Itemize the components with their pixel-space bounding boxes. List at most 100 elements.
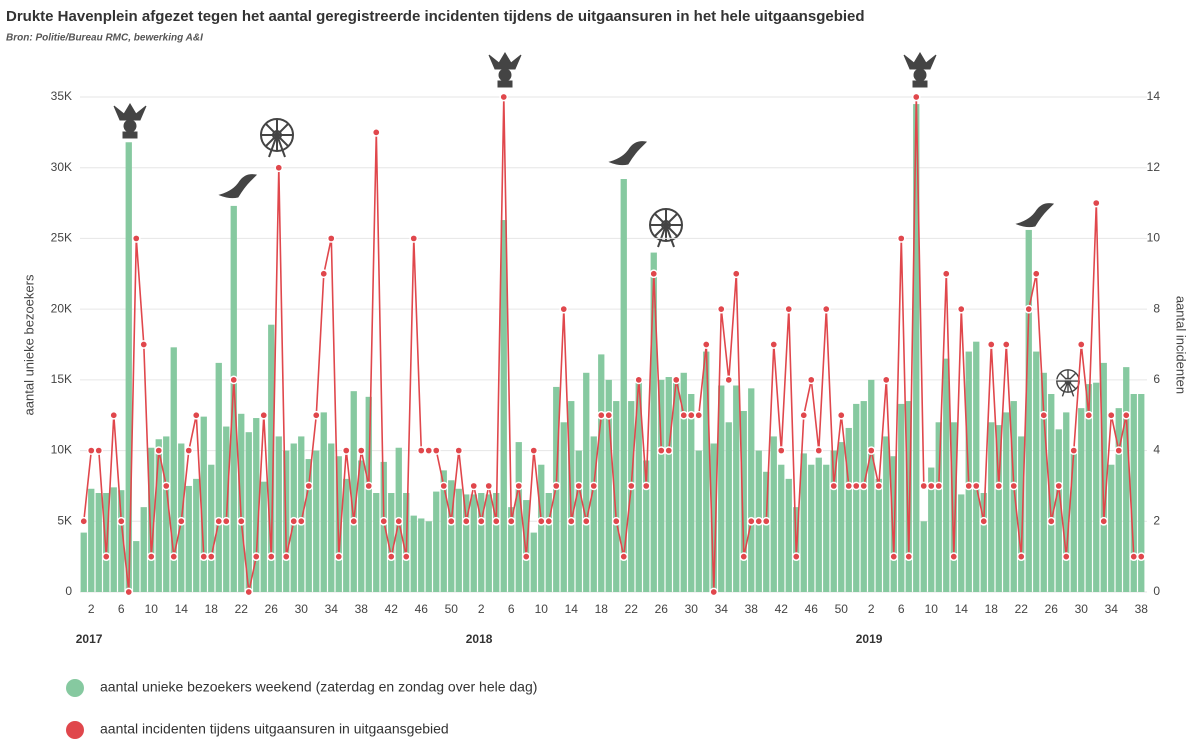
incident-dot	[79, 516, 89, 526]
bar	[830, 450, 837, 592]
x-tick-label: 34	[325, 602, 339, 616]
incident-dot	[364, 481, 374, 491]
jester-icon	[903, 52, 937, 88]
incident-dot	[776, 446, 786, 455]
incident-dot	[1031, 269, 1041, 279]
incident-dot	[821, 304, 831, 314]
incident-dot	[994, 481, 1004, 491]
bar	[688, 394, 695, 592]
incident-dot	[926, 481, 936, 491]
incident-dot	[559, 304, 569, 314]
y2-axis-label: aantal incidenten	[1174, 296, 1189, 394]
bar	[1070, 450, 1077, 592]
x-tick-label: 14	[565, 602, 579, 616]
bar	[583, 372, 590, 592]
bar	[778, 464, 785, 592]
x-tick-label: 42	[385, 602, 399, 616]
incident-dot	[986, 340, 996, 349]
incident-dot	[656, 446, 666, 455]
x-tick-label: 38	[745, 602, 759, 616]
incident-dot	[1076, 340, 1086, 349]
dragon-icon	[608, 141, 648, 166]
incident-dot	[206, 552, 216, 561]
bar	[1040, 372, 1047, 592]
x-tick-label: 46	[415, 602, 429, 616]
incident-dot	[484, 481, 494, 491]
x-tick-label: 50	[835, 602, 849, 616]
bar	[853, 403, 860, 592]
incident-dot	[409, 234, 419, 243]
incident-dot	[289, 516, 299, 526]
incident-dot	[874, 481, 884, 491]
incident-dot	[259, 410, 269, 420]
x-tick-label: 46	[805, 602, 819, 616]
incident-dot	[304, 481, 314, 491]
bar	[718, 385, 725, 592]
incident-dot	[1046, 516, 1056, 526]
incident-dot	[941, 269, 951, 279]
bar	[463, 494, 470, 592]
x-tick-label: 22	[235, 602, 249, 616]
chart-title: Drukte Havenplein afgezet tegen het aant…	[6, 8, 865, 25]
chart-subtitle: Bron: Politie/Bureau RMC, bewerking A&I	[6, 33, 203, 44]
incident-dot	[769, 340, 779, 349]
incident-dot	[1009, 481, 1019, 491]
bar	[680, 372, 687, 592]
bar	[508, 507, 515, 592]
x-tick-label: 2	[478, 602, 485, 616]
bar	[1100, 362, 1107, 592]
bar	[1010, 401, 1017, 592]
bar	[193, 478, 200, 592]
incident-dot	[1121, 410, 1131, 420]
incident-dot	[244, 587, 254, 597]
incident-dot	[866, 446, 876, 455]
bar	[470, 494, 477, 592]
incident-dot	[814, 446, 824, 455]
bar	[485, 494, 492, 592]
bar	[358, 460, 365, 592]
bar	[275, 436, 282, 592]
incident-dot	[544, 516, 554, 526]
bar	[245, 432, 252, 592]
incident-dot	[784, 304, 794, 314]
bar	[493, 493, 500, 592]
incident-dot	[191, 410, 201, 420]
x-tick-label: 6	[118, 602, 125, 616]
incident-dot	[146, 552, 156, 561]
bar	[455, 488, 462, 592]
bar	[170, 347, 177, 592]
incident-dot	[1016, 552, 1026, 561]
bar	[628, 401, 635, 592]
incident-dot	[979, 516, 989, 526]
incident-dot	[251, 552, 261, 561]
legend-label: aantal incidenten tijdens uitgaansuren i…	[100, 721, 449, 737]
x-tick-label: 50	[445, 602, 459, 616]
incident-dot	[701, 340, 711, 349]
incident-dot	[221, 516, 231, 526]
x-tick-label: 34	[1105, 602, 1119, 616]
y2-tick-label: 0	[1153, 584, 1160, 598]
incident-dot	[341, 446, 351, 455]
incident-dot	[1114, 446, 1124, 455]
x-tick-label: 38	[355, 602, 369, 616]
incident-dot	[1099, 516, 1109, 526]
incident-dot	[229, 375, 239, 385]
incident-dot	[911, 92, 921, 102]
incident-dot	[694, 410, 704, 420]
incident-dot	[799, 410, 809, 420]
y-tick-label: 0	[65, 584, 72, 598]
incident-dot	[311, 410, 321, 420]
incident-dot	[1091, 198, 1101, 208]
jester-icon	[113, 103, 147, 139]
incident-dot	[536, 516, 546, 526]
bar	[973, 341, 980, 592]
incident-dot	[394, 516, 404, 526]
bar	[770, 436, 777, 592]
bar	[260, 481, 267, 592]
bar	[860, 401, 867, 592]
incident-dot	[1039, 410, 1049, 420]
incident-dot	[829, 481, 839, 491]
ferris-wheel-icon	[260, 118, 294, 158]
incident-dot	[476, 516, 486, 526]
